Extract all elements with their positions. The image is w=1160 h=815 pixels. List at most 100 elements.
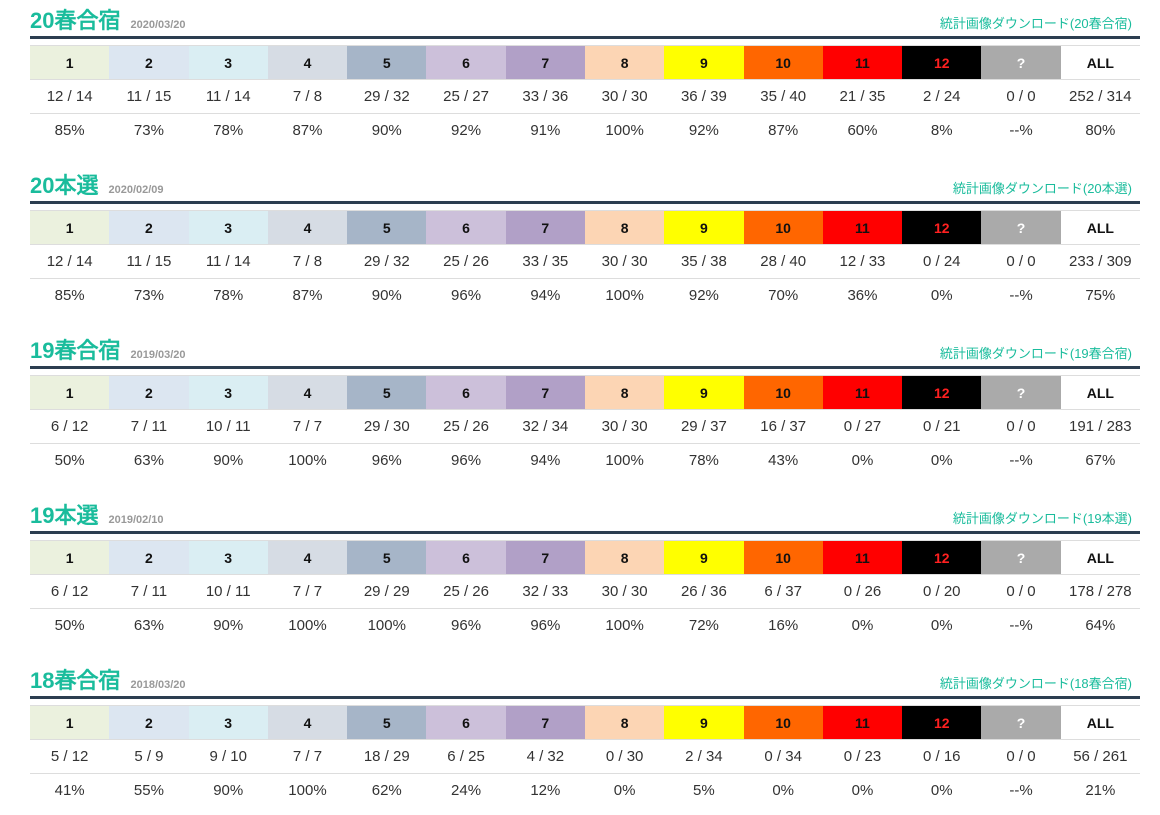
table-row: 1 2 3 4 5 6 7 8 9 10 11 12? ALL <box>30 210 1140 245</box>
count-cell: 25 / 27 <box>426 79 506 114</box>
header-cell: 8 <box>584 45 665 80</box>
count-cell: 30 / 30 <box>584 574 665 609</box>
percent-cell: 87% <box>292 287 323 304</box>
count-cell: 11 / 15 <box>109 244 189 279</box>
percent-cell: 96% <box>451 617 482 634</box>
header-cell: 6 <box>426 375 506 410</box>
download-link[interactable]: 統計画像ダウンロード(18春合宿) <box>939 676 1132 691</box>
header-cell: 6 <box>426 210 506 245</box>
header-cell: 11 <box>822 210 903 245</box>
percent-cell: 60% <box>847 122 878 139</box>
count-cell: 0 / 21 <box>902 409 982 444</box>
count-cell: 6 / 12 <box>30 409 110 444</box>
percent-cell: 0% <box>930 782 953 799</box>
download-link[interactable]: 統計画像ダウンロード(19春合宿) <box>939 346 1132 361</box>
header-cell: 12 <box>902 375 982 410</box>
percent-cell: 0% <box>930 617 953 634</box>
count-cell: 35 / 38 <box>664 244 744 279</box>
count-cell: 0 / 20 <box>902 574 982 609</box>
percent-cell: 100% <box>288 617 327 634</box>
count-cell: 10 / 11 <box>188 574 268 609</box>
count-cell: 12 / 14 <box>30 79 110 114</box>
header-cell: 10 <box>743 210 823 245</box>
count-cell: 0 / 0 <box>981 409 1061 444</box>
header-cell: 12 <box>902 705 982 740</box>
count-cell: 7 / 8 <box>267 244 348 279</box>
count-cell: 29 / 32 <box>347 79 427 114</box>
count-cell: 11 / 15 <box>109 79 189 114</box>
percent-cell: 36% <box>847 287 878 304</box>
section-date: 2019/02/10 <box>108 514 164 526</box>
header-cell: 12 <box>902 540 982 575</box>
header-cell: 1 <box>30 540 110 575</box>
section: 19本選 2019/02/10 統計画像ダウンロード(19本選) 1 2 3 4 5 6 7 8 9 1… <box>30 503 1140 642</box>
header-cell: 7 <box>505 705 585 740</box>
count-cell: 7 / 7 <box>267 409 348 444</box>
count-cell: 2 / 34 <box>664 739 744 774</box>
percent-cell: --% <box>1009 782 1033 799</box>
header-cell: 9 <box>664 540 744 575</box>
count-cell: 178 / 278 <box>1060 574 1140 609</box>
percent-cell: 96% <box>451 452 482 469</box>
percent-cell: 16% <box>768 617 799 634</box>
section-date: 2020/02/09 <box>108 184 164 196</box>
download-link[interactable]: 統計画像ダウンロード(20本選) <box>952 181 1132 196</box>
header-cell: 8 <box>584 210 665 245</box>
count-cell: 30 / 30 <box>584 409 665 444</box>
header-cell: 11 <box>822 705 903 740</box>
count-cell: 2 / 24 <box>902 79 982 114</box>
header-cell: 9 <box>664 45 744 80</box>
download-link[interactable]: 統計画像ダウンロード(19本選) <box>952 511 1132 526</box>
header-cell: 11 <box>822 45 903 80</box>
header-cell: 8 <box>584 540 665 575</box>
percent-cell: 90% <box>213 617 244 634</box>
percent-cell: 87% <box>292 122 323 139</box>
percent-cell: 73% <box>133 122 164 139</box>
percent-cell: 63% <box>133 617 164 634</box>
header-cell: 10 <box>743 45 823 80</box>
count-cell: 32 / 34 <box>505 409 585 444</box>
section-title-wrap: 19春合宿 2019/03/20 <box>30 333 186 365</box>
count-cell: 0 / 23 <box>822 739 903 774</box>
count-cell: 0 / 26 <box>822 574 903 609</box>
percent-cell: 78% <box>688 452 719 469</box>
header-cell: 1 <box>30 45 110 80</box>
count-cell: 12 / 33 <box>822 244 903 279</box>
header-cell: 1 <box>30 375 110 410</box>
count-cell: 7 / 7 <box>267 739 348 774</box>
percent-cell: 90% <box>371 122 402 139</box>
header-cell: 4 <box>267 705 348 740</box>
percent-cell: 100% <box>288 782 327 799</box>
percent-cell: 90% <box>213 452 244 469</box>
count-cell: 0 / 16 <box>902 739 982 774</box>
section-header: 20本選 2020/02/09 統計画像ダウンロード(20本選) <box>30 173 1140 204</box>
count-cell: 6 / 37 <box>743 574 823 609</box>
count-cell: 16 / 37 <box>743 409 823 444</box>
table-row: 1 2 3 4 5 6 7 8 9 10 11 12? ALL <box>30 705 1140 740</box>
count-cell: 33 / 36 <box>505 79 585 114</box>
section-title: 18春合宿 <box>30 668 121 693</box>
count-cell: 6 / 25 <box>426 739 506 774</box>
table-row: 41% 55% 90% 100% 62% 24% 12% 0% 5% 0% 0% 0% --% 21% <box>30 774 1140 808</box>
percent-cell: 90% <box>213 782 244 799</box>
download-link[interactable]: 統計画像ダウンロード(20春合宿) <box>939 16 1132 31</box>
stats-table: 1 2 3 4 5 6 7 8 9 10 11 12? ALL 12 / 14 11 / 15 11 / 14… <box>30 45 1140 147</box>
header-cell: 2 <box>109 210 189 245</box>
stats-table: 1 2 3 4 5 6 7 8 9 10 11 12? ALL 12 / 14 11 / 15 11 / 14… <box>30 210 1140 312</box>
percent-cell: 96% <box>451 287 482 304</box>
count-cell: 30 / 30 <box>584 244 665 279</box>
percent-cell: 70% <box>768 287 799 304</box>
percent-cell: 0% <box>930 287 953 304</box>
header-cell: 11 <box>822 540 903 575</box>
count-cell: 26 / 36 <box>664 574 744 609</box>
header-cell: 5 <box>347 705 427 740</box>
header-cell: 10 <box>743 540 823 575</box>
section-header: 19春合宿 2019/03/20 統計画像ダウンロード(19春合宿) <box>30 338 1140 369</box>
percent-cell: 100% <box>605 122 644 139</box>
count-cell: 36 / 39 <box>664 79 744 114</box>
percent-cell: 78% <box>213 122 244 139</box>
percent-cell: 96% <box>371 452 402 469</box>
table-row: 12 / 14 11 / 15 11 / 14 7 / 8 29 / 32 25 / 27… <box>30 79 1140 114</box>
